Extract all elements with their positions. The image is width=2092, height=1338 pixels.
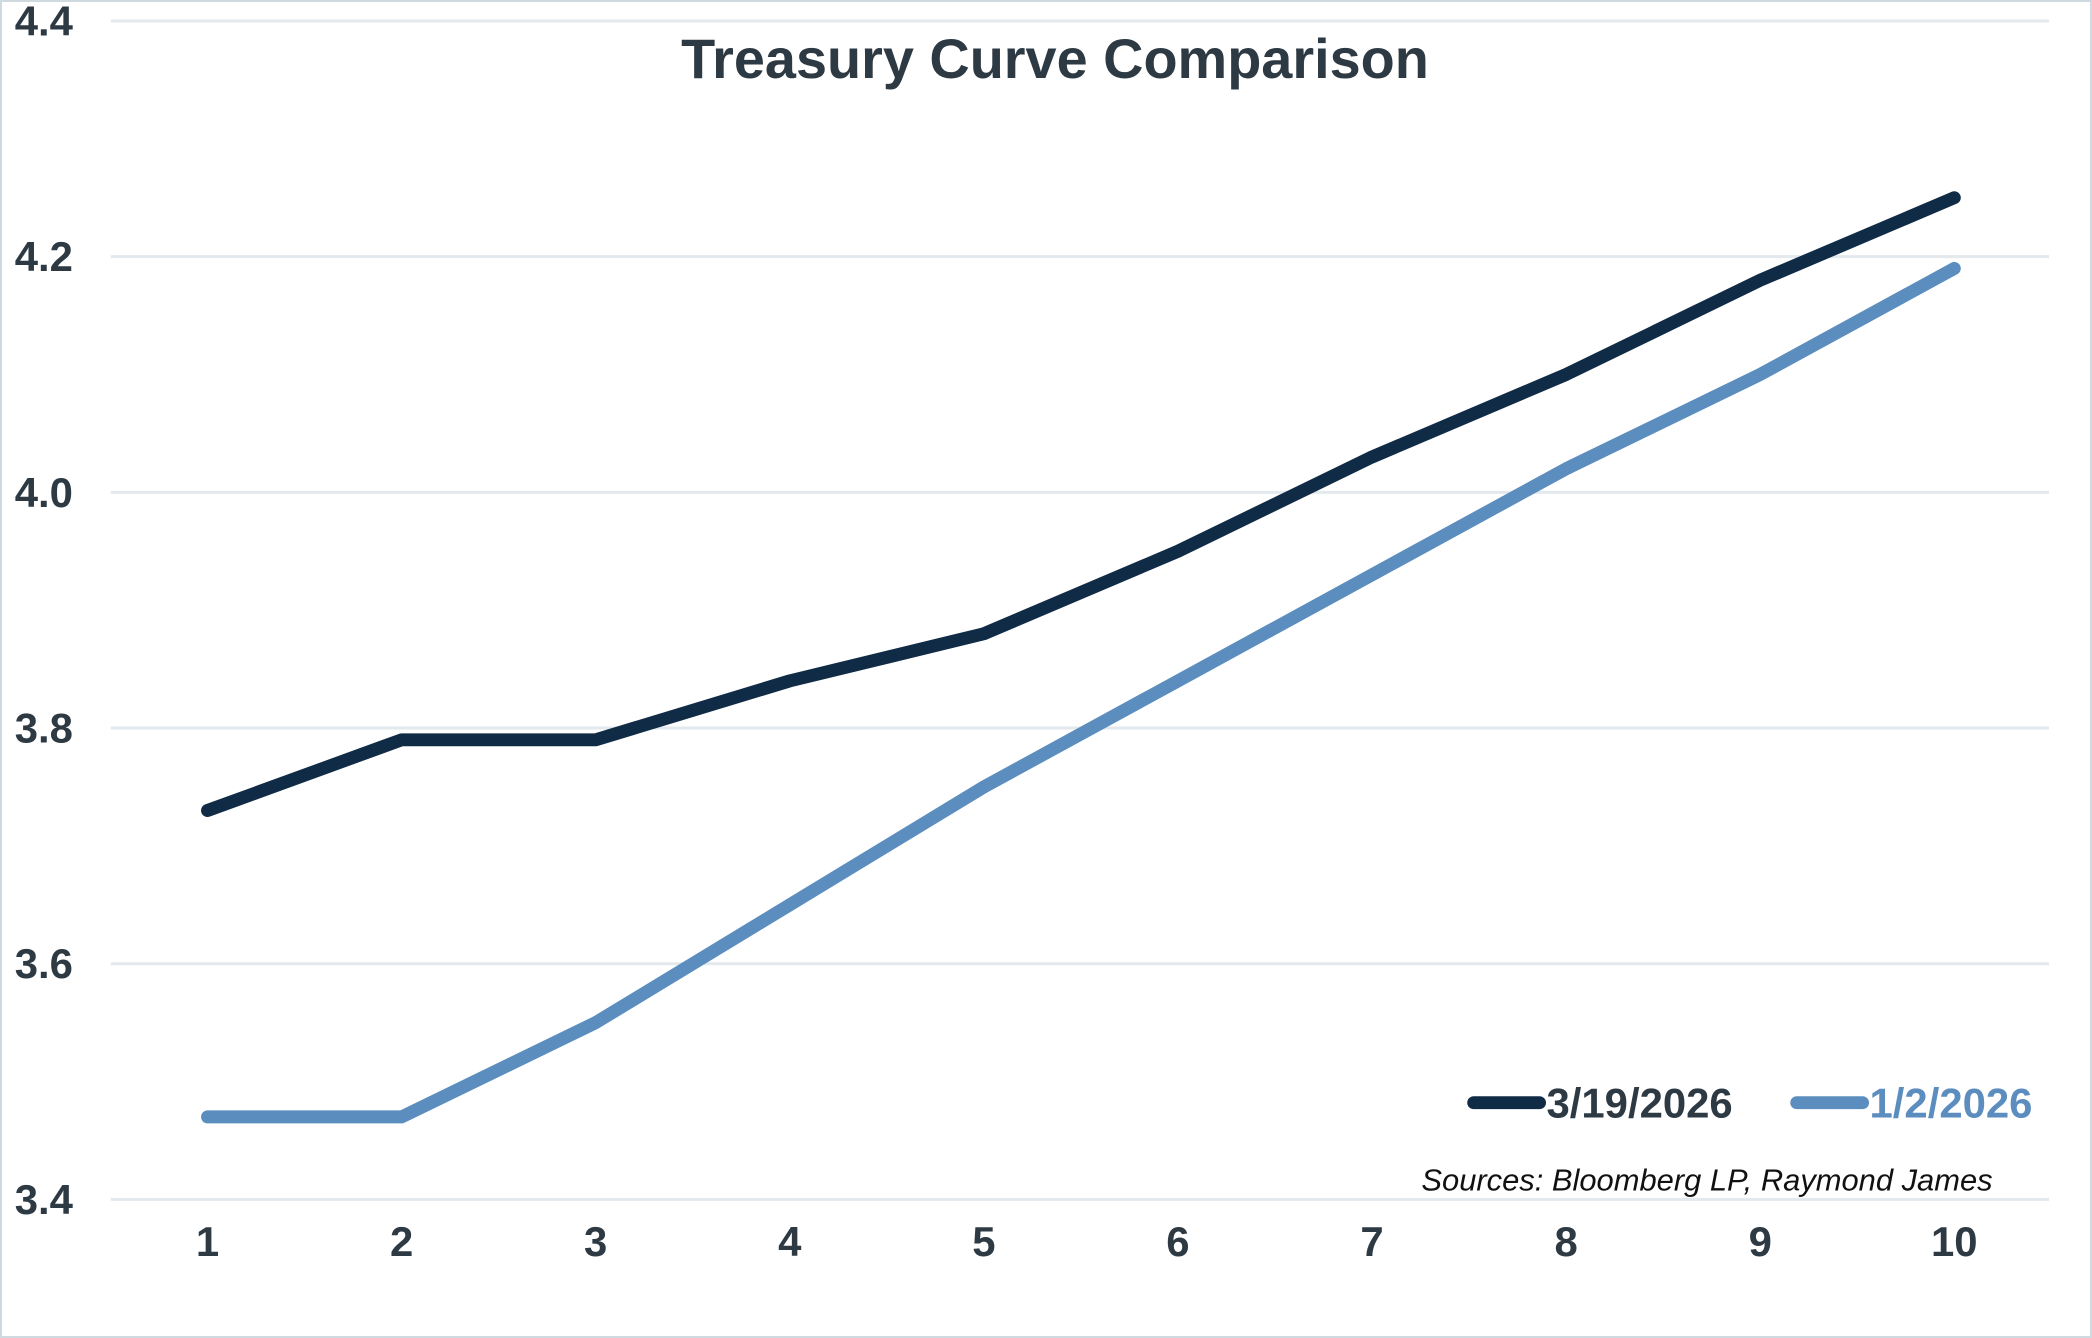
x-tick-label: 9	[1749, 1218, 1772, 1265]
y-tick-label: 3.8	[15, 705, 73, 752]
x-tick-label: 4	[778, 1218, 802, 1265]
axis-layer: 3.4 3.6 3.8 4.0 4.2 4.4 1 2 3 4 5 6 7 8 9 10	[15, 2, 1978, 1265]
series-line-1-2-2026	[201, 261, 1961, 1124]
y-tick-label: 4.4	[15, 2, 74, 44]
y-tick-label: 3.4	[15, 1176, 74, 1223]
x-tick-label: 7	[1360, 1218, 1383, 1265]
source-note: Sources: Bloomberg LP, Raymond James	[1421, 1162, 1992, 1197]
x-tick-label: 10	[1931, 1218, 1978, 1265]
series-line-3-19-2026	[201, 191, 1961, 817]
x-tick-label: 2	[390, 1218, 413, 1265]
x-tick-label: 8	[1554, 1218, 1577, 1265]
series-layer	[201, 191, 1961, 1124]
legend-label-series-2: 1/2/2026	[1870, 1080, 2033, 1127]
chart-title: Treasury Curve Comparison	[681, 27, 1429, 90]
x-tick-label: 3	[584, 1218, 607, 1265]
y-tick-label: 4.0	[15, 469, 73, 516]
x-tick-label: 6	[1166, 1218, 1189, 1265]
x-tick-label: 5	[972, 1218, 995, 1265]
grid-layer	[110, 19, 2049, 1201]
y-tick-label: 3.6	[15, 940, 73, 987]
y-tick-label: 4.2	[15, 233, 73, 280]
x-tick-label: 1	[196, 1218, 219, 1265]
legend-label-series-1: 3/19/2026	[1546, 1080, 1732, 1127]
legend: 3/19/2026 1/2/2026	[1467, 1080, 2033, 1127]
